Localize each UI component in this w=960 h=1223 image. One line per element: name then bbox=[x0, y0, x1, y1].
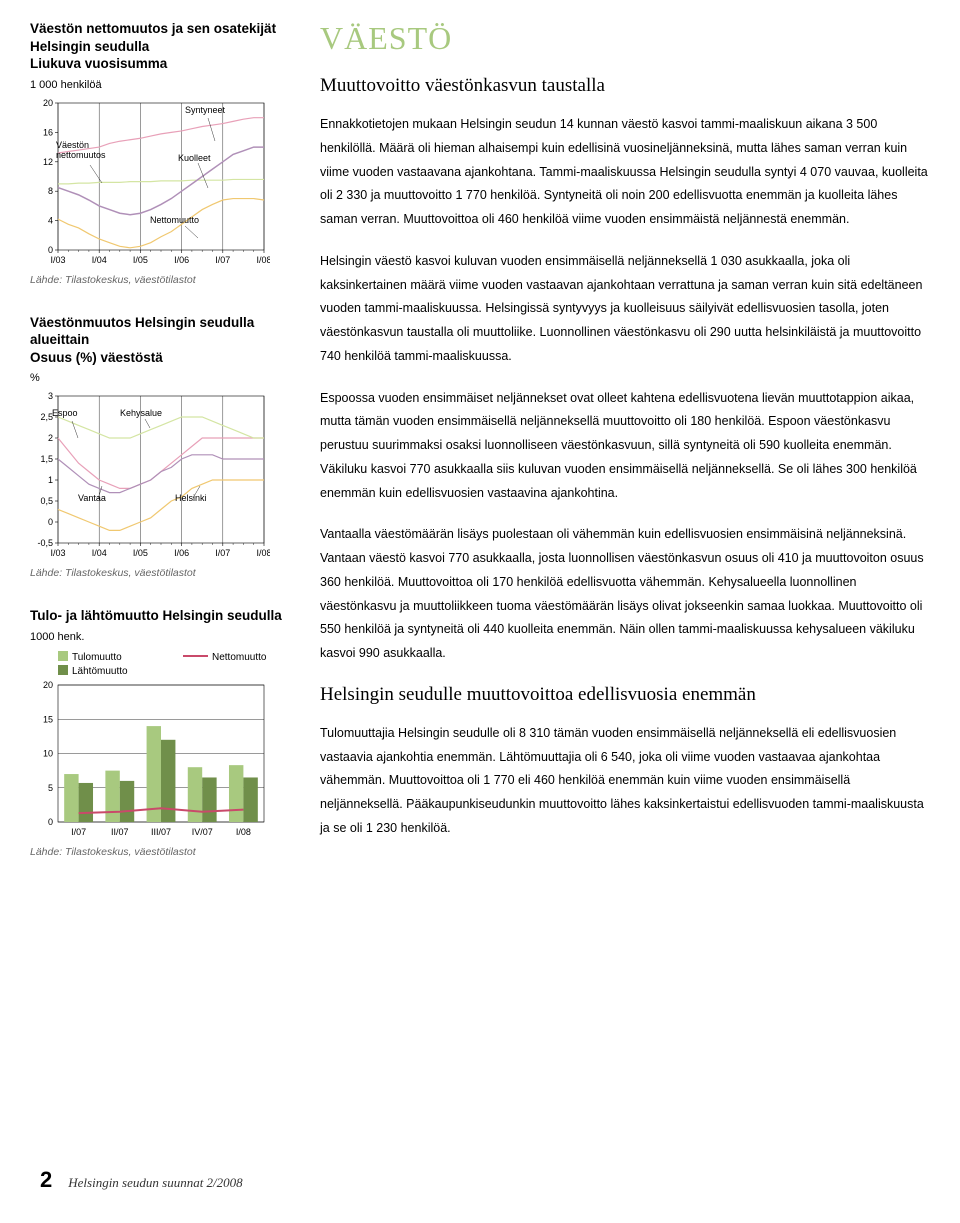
body-text: Ennakkotietojen mukaan Helsingin seudun … bbox=[320, 113, 930, 666]
subheading-2: Helsingin seudulle muuttovoittoa edellis… bbox=[320, 684, 930, 706]
svg-text:Vantaa: Vantaa bbox=[78, 493, 106, 503]
svg-text:II/07: II/07 bbox=[111, 827, 129, 837]
chart1-unit: 1 000 henkilöä bbox=[30, 79, 290, 91]
svg-text:8: 8 bbox=[48, 186, 53, 196]
svg-text:IV/07: IV/07 bbox=[192, 827, 213, 837]
svg-text:I/04: I/04 bbox=[92, 548, 107, 558]
svg-text:20: 20 bbox=[43, 98, 53, 108]
svg-text:I/06: I/06 bbox=[174, 548, 189, 558]
svg-text:20: 20 bbox=[43, 680, 53, 690]
svg-text:-0,5: -0,5 bbox=[37, 538, 53, 548]
page-footer: 2 Helsingin seudun suunnat 2/2008 bbox=[40, 1167, 243, 1193]
footer-text: Helsingin seudun suunnat 2/2008 bbox=[68, 1175, 242, 1191]
svg-text:4: 4 bbox=[48, 215, 53, 225]
svg-text:Nettomuutto: Nettomuutto bbox=[212, 652, 267, 663]
svg-text:15: 15 bbox=[43, 714, 53, 724]
svg-text:I/03: I/03 bbox=[50, 255, 65, 265]
chart1-source: Lähde: Tilastokeskus, väestötilastot bbox=[30, 274, 290, 286]
chart2-title: Väestönmuutos Helsingin seudullaalueitta… bbox=[30, 314, 290, 367]
chart2-source: Lähde: Tilastokeskus, väestötilastot bbox=[30, 567, 290, 579]
svg-text:Espoo: Espoo bbox=[52, 408, 78, 418]
chart1-title: Väestön nettomuutos ja sen osatekijätHel… bbox=[30, 20, 290, 73]
subheading-1: Muuttovoitto väestönkasvun taustalla bbox=[320, 75, 930, 97]
chart2-svg: -0,500,511,522,53I/03I/04I/05I/06I/07I/0… bbox=[30, 386, 270, 561]
svg-text:0,5: 0,5 bbox=[40, 496, 53, 506]
svg-text:I/05: I/05 bbox=[133, 548, 148, 558]
chart3-source: Lähde: Tilastokeskus, väestötilastot bbox=[30, 846, 290, 858]
svg-text:Kuolleet: Kuolleet bbox=[178, 153, 211, 163]
para-4: Vantaalla väestömäärän lisäys puolestaan… bbox=[320, 523, 930, 666]
svg-text:Syntyneet: Syntyneet bbox=[185, 105, 226, 115]
svg-text:Helsinki: Helsinki bbox=[175, 493, 207, 503]
chart-population-by-area: Väestönmuutos Helsingin seudullaalueitta… bbox=[30, 314, 290, 580]
svg-text:I/07: I/07 bbox=[215, 255, 230, 265]
page-number: 2 bbox=[40, 1167, 52, 1193]
svg-text:I/07: I/07 bbox=[71, 827, 86, 837]
svg-text:3: 3 bbox=[48, 391, 53, 401]
svg-text:10: 10 bbox=[43, 748, 53, 758]
svg-text:2: 2 bbox=[48, 433, 53, 443]
chart3-unit: 1000 henk. bbox=[30, 631, 290, 643]
para-1: Ennakkotietojen mukaan Helsingin seudun … bbox=[320, 113, 930, 232]
svg-text:I/03: I/03 bbox=[50, 548, 65, 558]
chart1-svg: 0 4 8 12 16 20 I/03 I/04 I/05 I/06 I/07 I/08 Syntyne… bbox=[30, 93, 270, 268]
chart3-title: Tulo- ja lähtömuutto Helsingin seudulla bbox=[30, 607, 290, 625]
chart3-svg: Tulomuutto Lähtömuutto Nettomuutto 0 5 10 15 20… bbox=[30, 645, 270, 840]
body-text-2: Tulomuuttajia Helsingin seudulle oli 8 3… bbox=[320, 722, 930, 841]
para-3: Espoossa vuoden ensimmäiset neljännekset… bbox=[320, 387, 930, 506]
svg-text:I/05: I/05 bbox=[133, 255, 148, 265]
svg-text:I/08: I/08 bbox=[236, 827, 251, 837]
section-header: VÄESTÖ bbox=[320, 20, 930, 57]
chart-population-change: Väestön nettomuutos ja sen osatekijätHel… bbox=[30, 20, 290, 286]
svg-text:1: 1 bbox=[48, 475, 53, 485]
svg-text:Väestön: Väestön bbox=[56, 140, 89, 150]
chart-migration: Tulo- ja lähtömuutto Helsingin seudulla … bbox=[30, 607, 290, 858]
svg-text:16: 16 bbox=[43, 127, 53, 137]
para-5: Tulomuuttajia Helsingin seudulle oli 8 3… bbox=[320, 722, 930, 841]
svg-text:nettomuutos: nettomuutos bbox=[56, 150, 106, 160]
svg-text:1,5: 1,5 bbox=[40, 454, 53, 464]
svg-text:I/04: I/04 bbox=[92, 255, 107, 265]
svg-text:III/07: III/07 bbox=[151, 827, 171, 837]
svg-text:5: 5 bbox=[48, 783, 53, 793]
svg-text:0: 0 bbox=[48, 517, 53, 527]
svg-text:Kehysalue: Kehysalue bbox=[120, 408, 162, 418]
svg-text:0: 0 bbox=[48, 817, 53, 827]
svg-text:12: 12 bbox=[43, 156, 53, 166]
svg-text:I/08: I/08 bbox=[256, 255, 270, 265]
svg-text:Tulomuutto: Tulomuutto bbox=[72, 652, 122, 663]
svg-text:Lähtömuutto: Lähtömuutto bbox=[72, 666, 128, 677]
svg-text:0: 0 bbox=[48, 245, 53, 255]
svg-text:Nettomuutto: Nettomuutto bbox=[150, 215, 199, 225]
para-2: Helsingin väestö kasvoi kuluvan vuoden e… bbox=[320, 250, 930, 369]
svg-text:I/08: I/08 bbox=[256, 548, 270, 558]
svg-text:I/07: I/07 bbox=[215, 548, 230, 558]
chart2-unit: % bbox=[30, 372, 290, 384]
svg-text:I/06: I/06 bbox=[174, 255, 189, 265]
